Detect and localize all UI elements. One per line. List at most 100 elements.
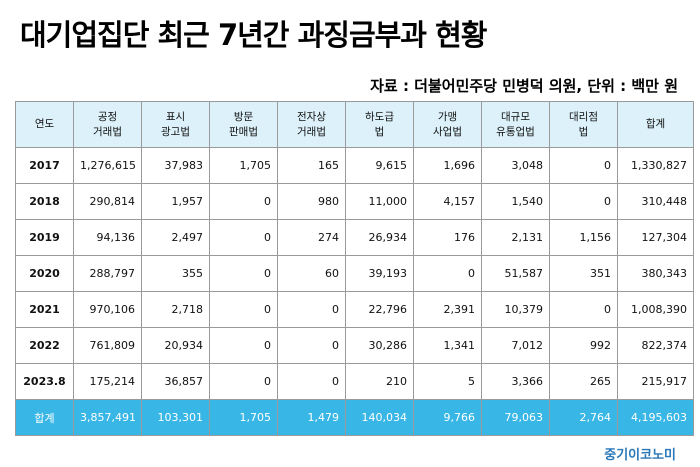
amount-cell: 380,343	[617, 255, 694, 292]
amount-cell: 165	[277, 147, 346, 184]
amount-cell: 0	[209, 327, 278, 364]
amount-cell: 2,391	[413, 291, 482, 328]
amount-cell: 39,193	[345, 255, 414, 292]
amount-cell: 176	[413, 219, 482, 256]
column-header: 공정 거래법	[73, 101, 142, 148]
amount-cell: 0	[549, 291, 618, 328]
table-row: 2022 761,809 20,934 0 0 30,286 1,341 7,012 992 82…	[15, 327, 694, 364]
amount-cell: 9,615	[345, 147, 414, 184]
column-header: 합계	[617, 101, 694, 148]
column-header-line: 연도	[34, 118, 55, 130]
column-header-line: 하도급	[365, 110, 394, 123]
column-header-line: 합계	[645, 118, 666, 130]
amount-cell: 1,008,390	[617, 291, 694, 328]
amount-cell: 37,983	[141, 147, 210, 184]
amount-cell: 822,374	[617, 327, 694, 364]
year-cell: 2021	[15, 291, 74, 328]
amount-cell: 0	[209, 255, 278, 292]
amount-cell: 2,497	[141, 219, 210, 256]
amount-cell: 1,330,827	[617, 147, 694, 184]
amount-cell: 2,131	[481, 219, 550, 256]
column-header-line: 거래법	[297, 125, 326, 138]
table-row: 2020 288,797 355 0 60 39,193 0 51,587 351 380,343	[15, 255, 694, 292]
column-header-line: 공정	[97, 110, 118, 123]
amount-cell: 1,276,615	[73, 147, 142, 184]
column-header-line: 전자상	[297, 110, 326, 123]
column-header-line: 광고법	[161, 125, 190, 138]
amount-cell: 980	[277, 183, 346, 220]
page-title: 대기업집단 최근 7년간 과징금부과 현황	[20, 18, 487, 52]
table-footer: 합계 3,857,491 103,301 1,705 1,479 140,034 9,766…	[15, 399, 694, 436]
table-row: 2023.8 175,214 36,857 0 0 210 5 3,366 265 215,917	[15, 363, 694, 400]
amount-cell: 0	[277, 363, 346, 400]
amount-cell: 36,857	[141, 363, 210, 400]
column-header: 표시 광고법	[141, 101, 210, 148]
table-header: 연도 공정 거래법 표시 광고법 방문 판매법 전자상 거래법 하도급 법 가맹 사업법 대규모 유통업법 대…	[15, 101, 694, 148]
amount-cell: 290,814	[73, 183, 142, 220]
column-header-line: 유통업법	[496, 125, 535, 138]
amount-cell: 1,705	[209, 147, 278, 184]
year-cell: 2020	[15, 255, 74, 292]
amount-cell: 0	[413, 255, 482, 292]
amount-cell: 10,379	[481, 291, 550, 328]
amount-cell: 265	[549, 363, 618, 400]
amount-cell: 22,796	[345, 291, 414, 328]
column-header: 방문 판매법	[209, 101, 278, 148]
table-row: 2019 94,136 2,497 0 274 26,934 176 2,131 1,156 12…	[15, 219, 694, 256]
amount-cell: 26,934	[345, 219, 414, 256]
total-label-cell: 합계	[15, 399, 74, 436]
amount-cell: 7,012	[481, 327, 550, 364]
table-body: 2017 1,276,615 37,983 1,705 165 9,615 1,696 3,0…	[15, 147, 694, 400]
amount-cell: 175,214	[73, 363, 142, 400]
amount-cell: 0	[277, 291, 346, 328]
total-amount-cell: 2,764	[549, 399, 618, 436]
column-header: 연도	[15, 101, 74, 148]
amount-cell: 288,797	[73, 255, 142, 292]
year-cell: 2017	[15, 147, 74, 184]
amount-cell: 60	[277, 255, 346, 292]
watermark-logo: 중기이코노미	[602, 444, 678, 463]
total-amount-cell: 3,857,491	[73, 399, 142, 436]
amount-cell: 0	[209, 291, 278, 328]
column-header-line: 가맹	[437, 110, 458, 123]
penalty-table-container: 연도 공정 거래법 표시 광고법 방문 판매법 전자상 거래법 하도급 법 가맹 사업법 대규모 유통업법 대…	[15, 101, 694, 436]
total-amount-cell: 4,195,603	[617, 399, 694, 436]
amount-cell: 0	[549, 147, 618, 184]
amount-cell: 127,304	[617, 219, 694, 256]
amount-cell: 274	[277, 219, 346, 256]
column-header-line: 대규모	[501, 110, 530, 123]
amount-cell: 970,106	[73, 291, 142, 328]
amount-cell: 4,157	[413, 183, 482, 220]
amount-cell: 30,286	[345, 327, 414, 364]
column-header-line: 대리점	[569, 110, 598, 123]
amount-cell: 210	[345, 363, 414, 400]
column-header-line: 법	[578, 125, 589, 138]
total-amount-cell: 1,705	[209, 399, 278, 436]
year-cell: 2023.8	[15, 363, 74, 400]
total-amount-cell: 79,063	[481, 399, 550, 436]
amount-cell: 1,696	[413, 147, 482, 184]
amount-cell: 215,917	[617, 363, 694, 400]
amount-cell: 3,366	[481, 363, 550, 400]
penalty-table: 연도 공정 거래법 표시 광고법 방문 판매법 전자상 거래법 하도급 법 가맹 사업법 대규모 유통업법 대…	[15, 101, 694, 436]
amount-cell: 1,341	[413, 327, 482, 364]
total-amount-cell: 103,301	[141, 399, 210, 436]
amount-cell: 310,448	[617, 183, 694, 220]
amount-cell: 1,156	[549, 219, 618, 256]
year-cell: 2022	[15, 327, 74, 364]
amount-cell: 0	[549, 183, 618, 220]
amount-cell: 351	[549, 255, 618, 292]
amount-cell: 20,934	[141, 327, 210, 364]
amount-cell: 0	[209, 363, 278, 400]
source-note: 자료 : 더불어민주당 민병덕 의원, 단위 : 백만 원	[370, 77, 678, 95]
year-cell: 2019	[15, 219, 74, 256]
total-row: 합계 3,857,491 103,301 1,705 1,479 140,034 9,766…	[15, 399, 694, 436]
year-cell: 2018	[15, 183, 74, 220]
column-header: 가맹 사업법	[413, 101, 482, 148]
column-header: 하도급 법	[345, 101, 414, 148]
header-row: 연도 공정 거래법 표시 광고법 방문 판매법 전자상 거래법 하도급 법 가맹 사업법 대규모 유통업법 대…	[15, 101, 694, 148]
amount-cell: 992	[549, 327, 618, 364]
